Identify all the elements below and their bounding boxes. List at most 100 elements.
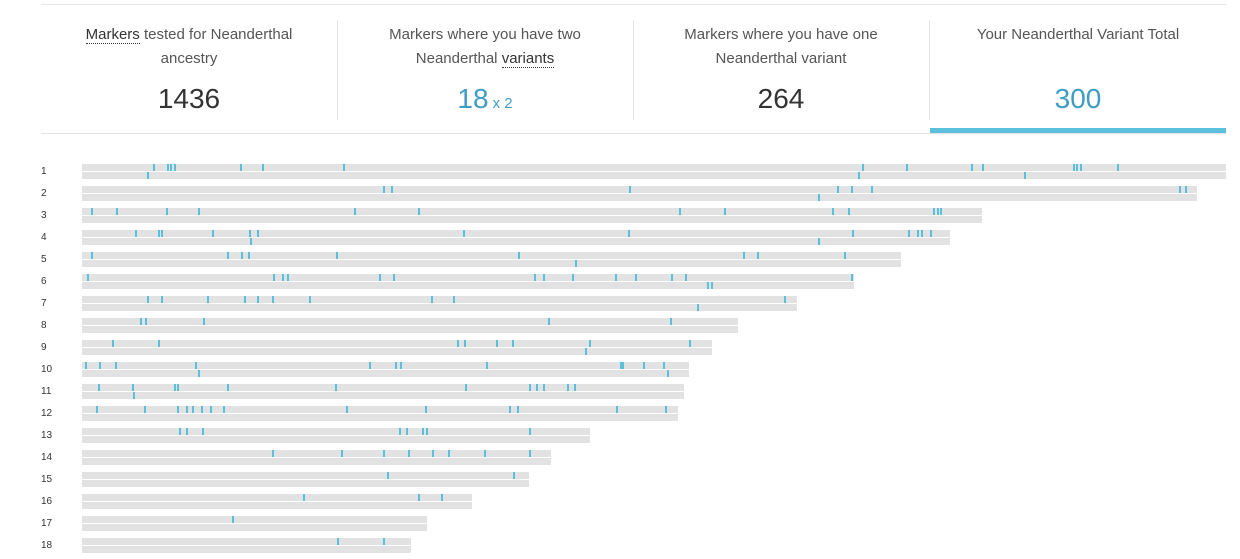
variant-marker[interactable] bbox=[186, 406, 188, 413]
variant-marker[interactable] bbox=[858, 172, 860, 179]
variant-marker[interactable] bbox=[426, 428, 428, 435]
variant-marker[interactable] bbox=[862, 164, 864, 171]
variant-marker[interactable] bbox=[186, 428, 188, 435]
variant-marker[interactable] bbox=[585, 348, 587, 355]
variant-marker[interactable] bbox=[832, 208, 834, 215]
variant-marker[interactable] bbox=[303, 494, 305, 501]
variant-marker[interactable] bbox=[383, 538, 385, 545]
variant-marker[interactable] bbox=[177, 384, 179, 391]
variant-marker[interactable] bbox=[871, 186, 873, 193]
variant-marker[interactable] bbox=[406, 428, 408, 435]
variant-marker[interactable] bbox=[140, 318, 142, 325]
variant-marker[interactable] bbox=[940, 208, 942, 215]
variant-marker[interactable] bbox=[335, 384, 337, 391]
variant-marker[interactable] bbox=[1185, 186, 1187, 193]
variant-marker[interactable] bbox=[921, 230, 923, 237]
variant-marker[interactable] bbox=[115, 362, 117, 369]
variant-marker[interactable] bbox=[852, 230, 854, 237]
variant-marker[interactable] bbox=[484, 450, 486, 457]
variant-marker[interactable] bbox=[383, 186, 385, 193]
variant-marker[interactable] bbox=[818, 238, 820, 245]
variant-marker[interactable] bbox=[453, 296, 455, 303]
variant-marker[interactable] bbox=[232, 516, 234, 523]
variant-marker[interactable] bbox=[166, 208, 168, 215]
variant-marker[interactable] bbox=[448, 450, 450, 457]
variant-marker[interactable] bbox=[457, 340, 459, 347]
markers-term-link[interactable]: Markers bbox=[85, 26, 140, 44]
variant-marker[interactable] bbox=[116, 208, 118, 215]
variant-marker[interactable] bbox=[1117, 164, 1119, 171]
variant-marker[interactable] bbox=[1024, 172, 1026, 179]
variant-marker[interactable] bbox=[1076, 164, 1078, 171]
variant-marker[interactable] bbox=[227, 384, 229, 391]
variant-marker[interactable] bbox=[144, 406, 146, 413]
stat-variant-total[interactable]: Your Neanderthal Variant Total 300 bbox=[930, 5, 1226, 133]
variant-marker[interactable] bbox=[529, 450, 531, 457]
variant-marker[interactable] bbox=[343, 164, 345, 171]
variant-marker[interactable] bbox=[543, 274, 545, 281]
variant-marker[interactable] bbox=[85, 362, 87, 369]
variant-marker[interactable] bbox=[369, 362, 371, 369]
variant-marker[interactable] bbox=[87, 274, 89, 281]
variant-marker[interactable] bbox=[202, 428, 204, 435]
variant-marker[interactable] bbox=[257, 296, 259, 303]
variant-marker[interactable] bbox=[346, 406, 348, 413]
variant-marker[interactable] bbox=[743, 252, 745, 259]
variant-marker[interactable] bbox=[309, 296, 311, 303]
variant-marker[interactable] bbox=[1073, 164, 1075, 171]
variant-marker[interactable] bbox=[161, 230, 163, 237]
variant-marker[interactable] bbox=[851, 186, 853, 193]
variant-marker[interactable] bbox=[465, 384, 467, 391]
variant-marker[interactable] bbox=[337, 538, 339, 545]
variant-marker[interactable] bbox=[572, 274, 574, 281]
variant-marker[interactable] bbox=[431, 296, 433, 303]
variant-marker[interactable] bbox=[132, 384, 134, 391]
variant-marker[interactable] bbox=[848, 208, 850, 215]
variant-marker[interactable] bbox=[665, 406, 667, 413]
variant-marker[interactable] bbox=[906, 164, 908, 171]
variant-marker[interactable] bbox=[589, 340, 591, 347]
variant-marker[interactable] bbox=[201, 406, 203, 413]
variant-marker[interactable] bbox=[844, 252, 846, 259]
variant-marker[interactable] bbox=[399, 428, 401, 435]
variant-marker[interactable] bbox=[147, 172, 149, 179]
variant-marker[interactable] bbox=[248, 252, 250, 259]
variant-marker[interactable] bbox=[262, 164, 264, 171]
variant-marker[interactable] bbox=[574, 384, 576, 391]
variant-marker[interactable] bbox=[379, 274, 381, 281]
variant-marker[interactable] bbox=[387, 472, 389, 479]
variant-marker[interactable] bbox=[287, 274, 289, 281]
variant-marker[interactable] bbox=[135, 230, 137, 237]
variant-marker[interactable] bbox=[517, 406, 519, 413]
variant-marker[interactable] bbox=[933, 208, 935, 215]
variant-marker[interactable] bbox=[192, 406, 194, 413]
variant-marker[interactable] bbox=[244, 296, 246, 303]
variant-marker[interactable] bbox=[724, 208, 726, 215]
variant-marker[interactable] bbox=[91, 252, 93, 259]
variant-marker[interactable] bbox=[96, 406, 98, 413]
variants-term-link[interactable]: variants bbox=[501, 50, 555, 68]
variant-marker[interactable] bbox=[548, 318, 550, 325]
variant-marker[interactable] bbox=[393, 274, 395, 281]
variant-marker[interactable] bbox=[341, 450, 343, 457]
variant-marker[interactable] bbox=[153, 164, 155, 171]
variant-marker[interactable] bbox=[179, 428, 181, 435]
variant-marker[interactable] bbox=[272, 296, 274, 303]
variant-marker[interactable] bbox=[679, 208, 681, 215]
variant-marker[interactable] bbox=[203, 318, 205, 325]
variant-marker[interactable] bbox=[257, 230, 259, 237]
variant-marker[interactable] bbox=[1179, 186, 1181, 193]
variant-marker[interactable] bbox=[464, 340, 466, 347]
variant-marker[interactable] bbox=[422, 428, 424, 435]
variant-marker[interactable] bbox=[509, 406, 511, 413]
variant-marker[interactable] bbox=[167, 164, 169, 171]
variant-marker[interactable] bbox=[784, 296, 786, 303]
variant-marker[interactable] bbox=[212, 230, 214, 237]
variant-marker[interactable] bbox=[818, 194, 820, 201]
variant-marker[interactable] bbox=[529, 384, 531, 391]
variant-marker[interactable] bbox=[643, 362, 645, 369]
variant-marker[interactable] bbox=[567, 384, 569, 391]
variant-marker[interactable] bbox=[170, 164, 172, 171]
variant-marker[interactable] bbox=[628, 230, 630, 237]
variant-marker[interactable] bbox=[512, 340, 514, 347]
